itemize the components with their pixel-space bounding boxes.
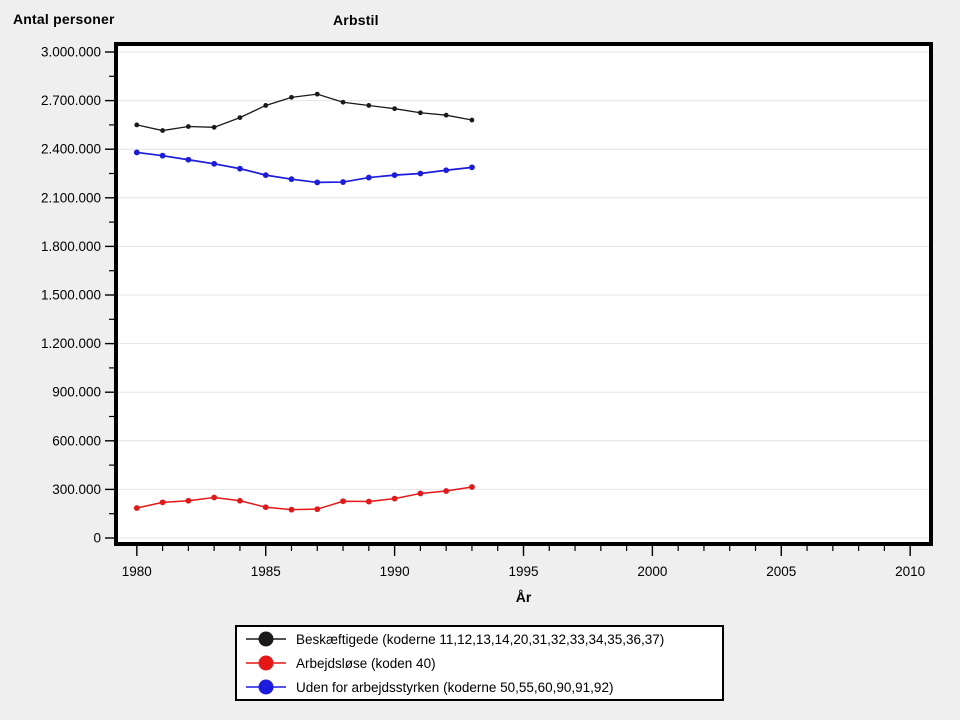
legend-item-label: Uden for arbejdsstyrken (koderne 50,55,6…: [296, 679, 614, 695]
data-point: [263, 103, 269, 108]
data-point: [159, 152, 166, 159]
legend-marker-line-dot-icon: [246, 679, 286, 695]
y-tick-label: 1.800.000: [41, 239, 101, 254]
legend-item: Beskæftigede (koderne 11,12,13,14,20,31,…: [245, 628, 722, 651]
y-tick-label: 900.000: [52, 385, 101, 400]
legend-item: Arbejdsløse (koden 40): [245, 652, 722, 675]
data-point: [365, 498, 372, 505]
x-tick-label: 2000: [637, 564, 667, 579]
data-point: [469, 117, 475, 123]
data-point: [134, 122, 140, 128]
data-point: [365, 174, 372, 181]
series-line: [136, 486, 473, 511]
data-point: [314, 506, 321, 513]
data-point: [185, 156, 192, 163]
data-point: [211, 124, 217, 130]
series-uden-for-arbejdsstyrken: [133, 149, 475, 186]
legend-item-label: Beskæftigede (koderne 11,12,13,14,20,31,…: [296, 631, 665, 647]
y-tick-label: 2.100.000: [41, 190, 101, 205]
y-tick-label: 2.400.000: [41, 142, 101, 157]
data-point: [211, 494, 218, 501]
legend-marker-line-dot-icon: [246, 631, 286, 647]
y-tick-label: 300.000: [52, 482, 101, 497]
series-arbejdsloese: [133, 484, 475, 513]
legend: Beskæftigede (koderne 11,12,13,14,20,31,…: [235, 625, 724, 701]
y-tick-label: 2.700.000: [41, 93, 101, 108]
legend-marker-line-dot-icon: [246, 655, 286, 671]
data-point: [237, 115, 243, 121]
data-point: [288, 176, 295, 183]
x-tick-label: 1990: [380, 564, 410, 579]
data-point: [340, 99, 346, 105]
plot-frame: [114, 42, 933, 546]
y-tick-label: 600.000: [52, 433, 101, 448]
data-point: [185, 124, 191, 129]
x-axis-label: År: [515, 589, 532, 605]
data-point: [237, 165, 243, 172]
x-tick-label: 1995: [508, 564, 538, 579]
data-point: [159, 499, 166, 506]
data-point: [289, 94, 294, 100]
data-point: [237, 497, 243, 504]
plot-background: [114, 42, 933, 546]
data-point: [392, 106, 398, 112]
data-point: [417, 490, 424, 497]
legend-item-label: Arbejdsløse (koden 40): [296, 655, 436, 671]
data-point: [443, 488, 450, 494]
data-point: [417, 170, 424, 177]
y-tick-label: 1.200.000: [41, 336, 101, 351]
data-point: [288, 506, 295, 513]
x-tick-label: 2005: [766, 564, 796, 579]
x-tick-label: 1985: [251, 564, 281, 579]
data-point: [340, 179, 346, 185]
data-point: [133, 505, 140, 511]
data-point: [185, 497, 192, 504]
y-tick-label: 3.000.000: [41, 45, 101, 60]
series-beskaeftigede: [134, 91, 475, 133]
x-tick-label: 1980: [122, 564, 152, 579]
data-point: [160, 128, 165, 133]
data-point: [366, 103, 372, 108]
data-point: [443, 112, 449, 118]
data-point: [417, 110, 423, 116]
y-axis-title: Antal personer: [13, 11, 115, 27]
data-point: [314, 91, 320, 97]
data-point: [314, 179, 321, 186]
data-point: [469, 484, 475, 490]
y-tick-label: 0: [93, 531, 101, 546]
chart-title: Arbstil: [333, 12, 379, 28]
data-point: [391, 495, 398, 502]
data-point: [340, 498, 346, 505]
data-point: [262, 504, 269, 511]
series-line: [136, 93, 473, 132]
x-tick-label: 2010: [895, 564, 925, 579]
data-point: [469, 164, 475, 171]
data-point: [262, 172, 269, 179]
y-tick-label: 1.500.000: [41, 288, 101, 303]
data-point: [443, 167, 450, 174]
legend-item: Uden for arbejdsstyrken (koderne 50,55,6…: [245, 676, 722, 699]
data-point: [211, 160, 218, 167]
series-line: [136, 151, 473, 184]
data-point: [391, 172, 398, 179]
data-point: [133, 149, 140, 156]
